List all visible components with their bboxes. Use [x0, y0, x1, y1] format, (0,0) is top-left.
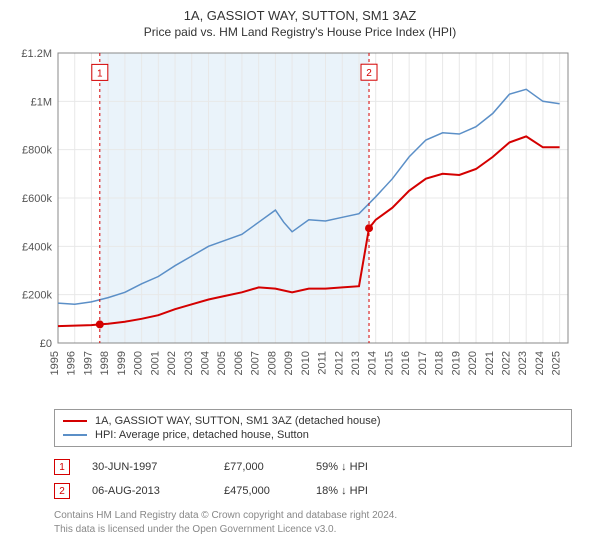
svg-text:1995: 1995	[49, 351, 61, 375]
svg-text:2020: 2020	[467, 351, 479, 375]
sale-diff: 59% ↓ HPI	[316, 461, 416, 473]
svg-text:£1.2M: £1.2M	[21, 48, 52, 60]
svg-text:2014: 2014	[367, 351, 379, 375]
svg-text:2010: 2010	[300, 351, 312, 375]
svg-text:2002: 2002	[166, 351, 178, 375]
svg-text:2023: 2023	[517, 351, 529, 375]
legend-item-price: 1A, GASSIOT WAY, SUTTON, SM1 3AZ (detach…	[63, 414, 563, 428]
svg-text:2024: 2024	[534, 351, 546, 375]
line-chart: £0 £200k £400k £600k £800k £1M £1.2M 1995 1996 19…	[14, 45, 574, 399]
svg-text:2021: 2021	[484, 351, 496, 375]
svg-text:2007: 2007	[250, 351, 262, 375]
sale-price: £77,000	[224, 461, 294, 473]
svg-text:1998: 1998	[99, 351, 111, 375]
legend-swatch-hpi	[63, 434, 87, 436]
svg-text:2018: 2018	[434, 351, 446, 375]
svg-text:£400k: £400k	[22, 241, 52, 253]
svg-text:2012: 2012	[333, 351, 345, 375]
svg-text:2009: 2009	[283, 351, 295, 375]
legend-label-hpi: HPI: Average price, detached house, Sutt…	[95, 429, 309, 441]
svg-text:2005: 2005	[216, 351, 228, 375]
svg-text:2004: 2004	[199, 351, 211, 375]
svg-text:2013: 2013	[350, 351, 362, 375]
attribution-line: This data is licensed under the Open Gov…	[54, 523, 554, 537]
svg-text:£200k: £200k	[22, 290, 52, 302]
sale-date: 30-JUN-1997	[92, 461, 202, 473]
sale-badge-1: 1	[54, 459, 70, 475]
sale-price: £475,000	[224, 485, 294, 497]
attribution: Contains HM Land Registry data © Crown c…	[54, 509, 554, 536]
sales-table: 1 30-JUN-1997 £77,000 59% ↓ HPI 2 06-AUG…	[54, 455, 554, 503]
attribution-line: Contains HM Land Registry data © Crown c…	[54, 509, 554, 523]
svg-text:2022: 2022	[500, 351, 512, 375]
sale-badge-2: 2	[54, 483, 70, 499]
chart-title: 1A, GASSIOT WAY, SUTTON, SM1 3AZ	[14, 8, 586, 23]
svg-text:2011: 2011	[317, 351, 329, 375]
svg-text:£0: £0	[40, 338, 52, 350]
svg-text:2001: 2001	[149, 351, 161, 375]
svg-text:1997: 1997	[82, 351, 94, 375]
chart-subtitle: Price paid vs. HM Land Registry's House …	[14, 25, 586, 39]
table-row: 1 30-JUN-1997 £77,000 59% ↓ HPI	[54, 455, 554, 479]
svg-text:2006: 2006	[233, 351, 245, 375]
svg-text:1996: 1996	[66, 351, 78, 375]
legend-label-price: 1A, GASSIOT WAY, SUTTON, SM1 3AZ (detach…	[95, 415, 381, 427]
sale-diff: 18% ↓ HPI	[316, 485, 416, 497]
legend: 1A, GASSIOT WAY, SUTTON, SM1 3AZ (detach…	[54, 409, 572, 447]
svg-text:2017: 2017	[417, 351, 429, 375]
svg-text:2008: 2008	[266, 351, 278, 375]
svg-text:2015: 2015	[383, 351, 395, 375]
legend-item-hpi: HPI: Average price, detached house, Sutt…	[63, 428, 563, 442]
svg-text:2003: 2003	[183, 351, 195, 375]
chart-area: £0 £200k £400k £600k £800k £1M £1.2M 1995 1996 19…	[14, 45, 574, 399]
svg-text:2: 2	[366, 68, 372, 79]
svg-text:2019: 2019	[450, 351, 462, 375]
sale-date: 06-AUG-2013	[92, 485, 202, 497]
svg-text:2000: 2000	[133, 351, 145, 375]
svg-text:£600k: £600k	[22, 193, 52, 205]
svg-text:1999: 1999	[116, 351, 128, 375]
legend-swatch-price	[63, 420, 87, 422]
svg-text:£1M: £1M	[31, 96, 52, 108]
svg-text:2025: 2025	[551, 351, 563, 375]
table-row: 2 06-AUG-2013 £475,000 18% ↓ HPI	[54, 479, 554, 503]
svg-text:2016: 2016	[400, 351, 412, 375]
svg-text:£800k: £800k	[22, 145, 52, 157]
svg-text:1: 1	[97, 68, 103, 79]
